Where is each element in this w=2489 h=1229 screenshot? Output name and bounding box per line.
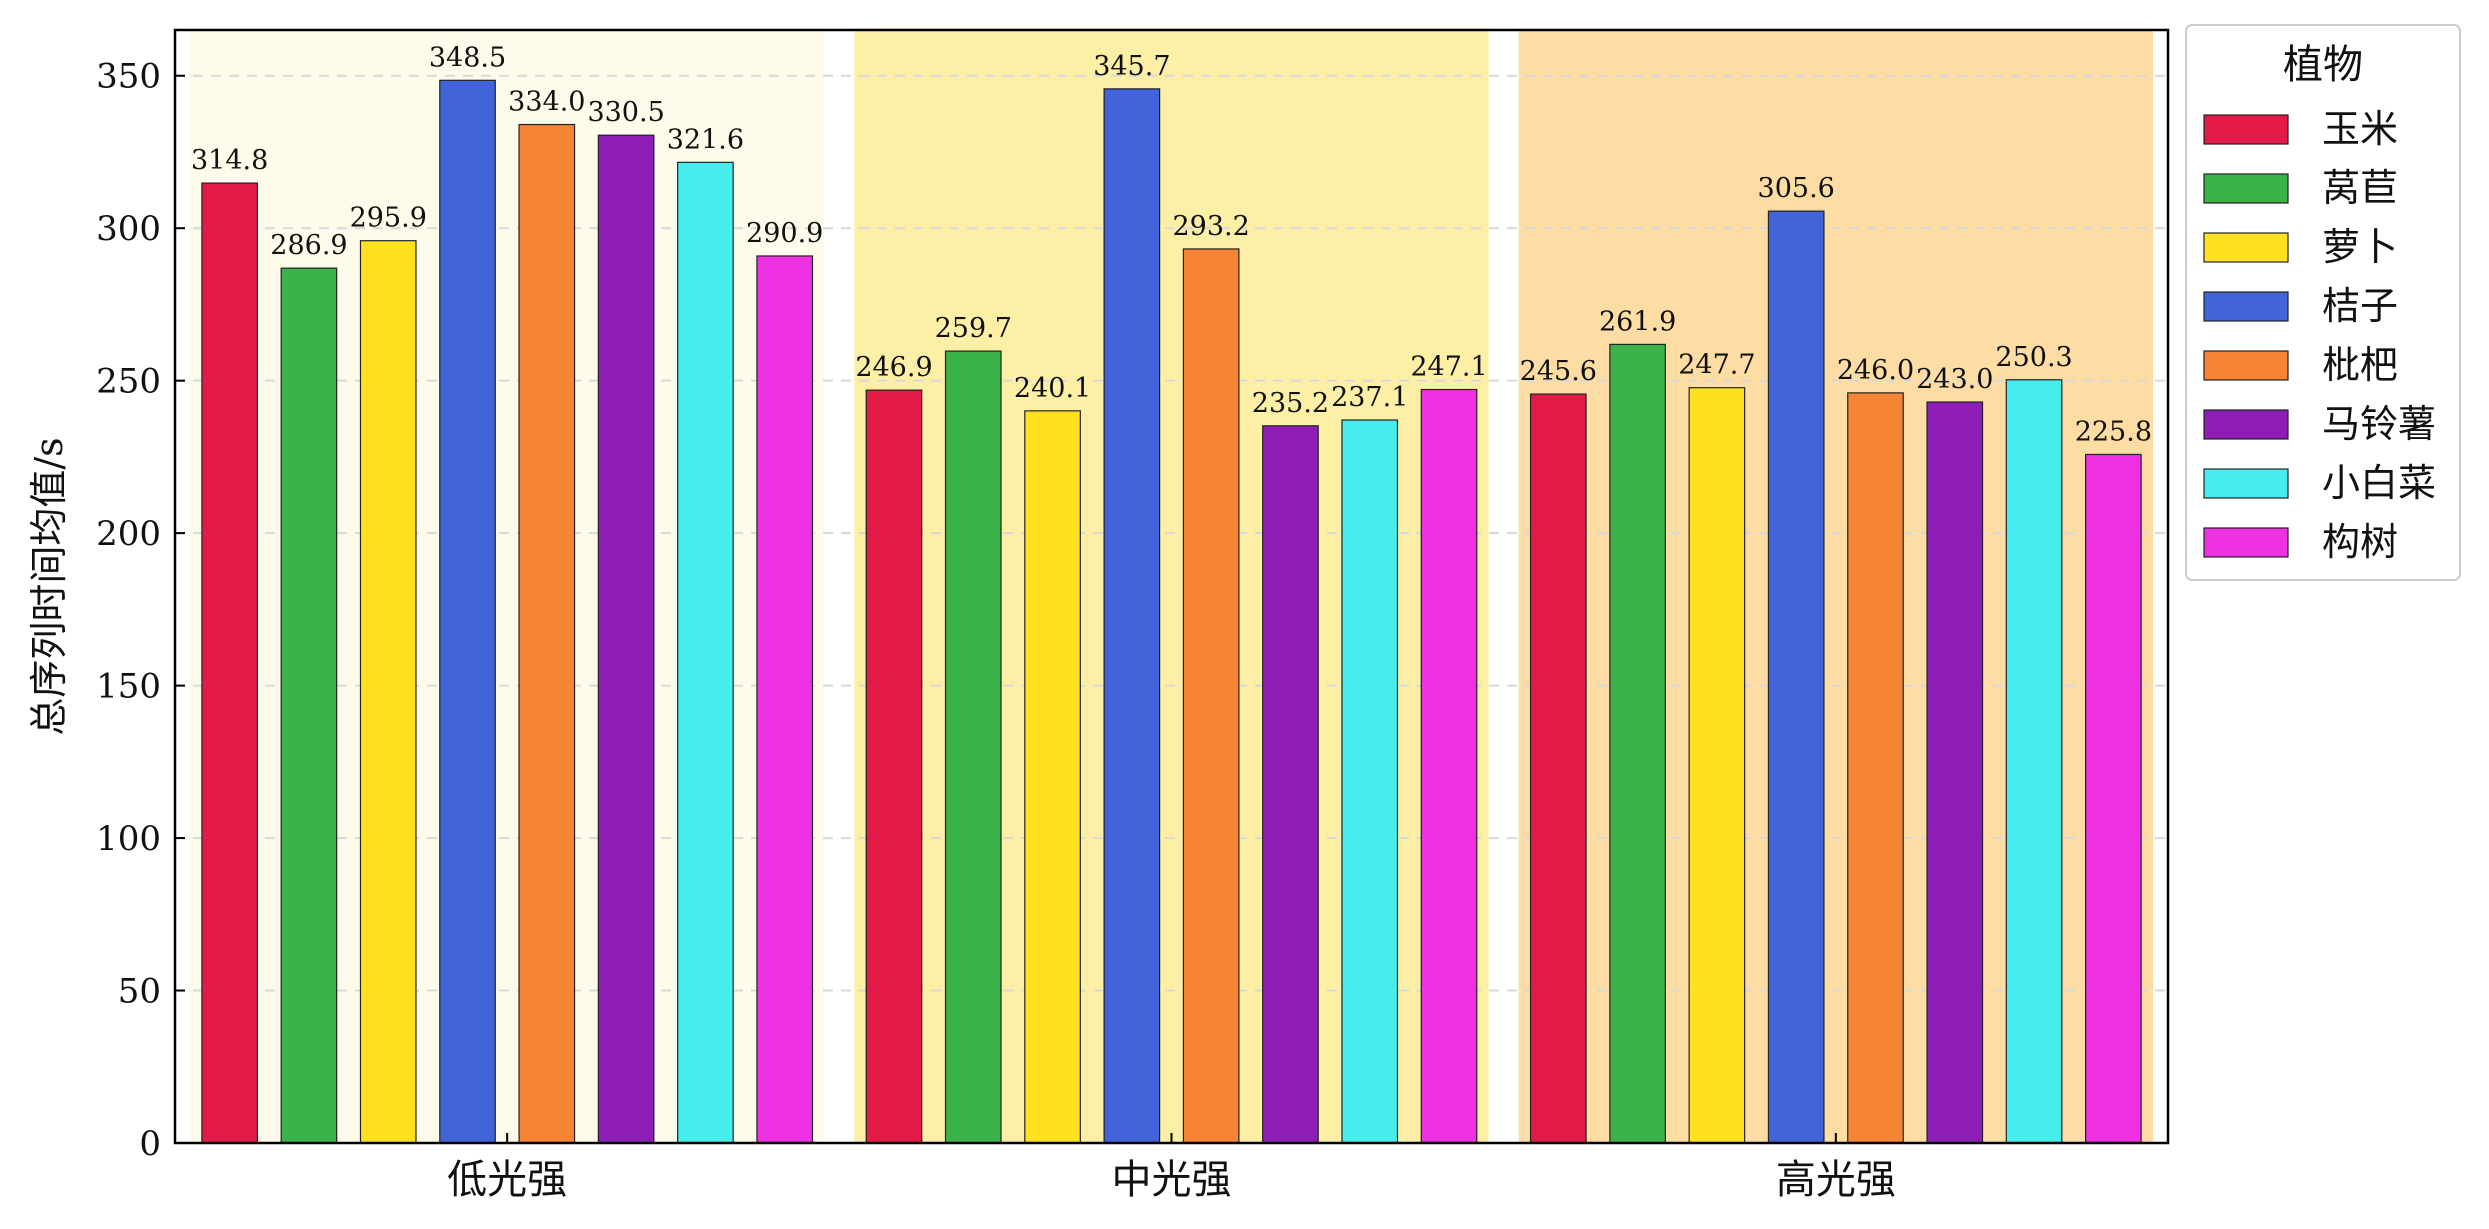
bar (1767, 210, 1825, 1144)
legend-label: 枇杷 (2322, 343, 2398, 387)
y-tick-label: 350 (96, 57, 161, 97)
bar (865, 389, 923, 1144)
y-tick-label: 0 (139, 1124, 161, 1164)
y-tick-label: 100 (96, 819, 161, 859)
gridlines (175, 74, 2168, 992)
data-label: 259.7 (935, 313, 1012, 344)
data-label: 240.1 (1014, 373, 1091, 404)
data-label: 246.0 (1837, 355, 1914, 386)
legend-label: 莴苣 (2322, 166, 2398, 210)
y-axis-label: 总序列时间均值/s (27, 437, 71, 735)
legend-swatch (2203, 350, 2289, 381)
bar (1688, 387, 1746, 1144)
data-label: 250.3 (1995, 342, 2072, 373)
bar (677, 161, 734, 1144)
data-label: 245.6 (1520, 356, 1597, 387)
legend-swatch (2203, 409, 2289, 440)
data-label: 321.6 (667, 124, 744, 155)
data-label: 243.0 (1916, 364, 1993, 395)
legend-swatch (2203, 232, 2289, 263)
bar (1529, 393, 1587, 1144)
data-label: 293.2 (1172, 211, 1249, 242)
data-label: 261.9 (1599, 306, 1676, 337)
legend-swatch (2203, 291, 2289, 322)
y-tick-label: 250 (96, 362, 161, 402)
data-label: 225.8 (2075, 416, 2152, 447)
bar (280, 267, 338, 1144)
data-label: 314.8 (191, 145, 268, 176)
data-label: 334.0 (508, 87, 585, 118)
legend-label: 萝卜 (2322, 225, 2398, 269)
bars (201, 79, 2142, 1144)
data-label: 330.5 (587, 97, 664, 128)
data-label: 290.9 (746, 218, 823, 249)
data-label: 247.7 (1678, 350, 1755, 381)
legend-label: 马铃薯 (2322, 402, 2436, 446)
bar (1341, 419, 1399, 1144)
legend-swatch (2203, 114, 2289, 145)
bar (201, 182, 258, 1144)
data-label: 345.7 (1093, 51, 1170, 82)
bar (597, 134, 655, 1144)
legend-label: 玉米 (2322, 107, 2398, 151)
y-tick-label: 300 (96, 209, 161, 249)
bar (1420, 388, 1478, 1144)
data-labels: 314.8 246.9 245.6 286.9 259.7 261.9 295.9 240.1… (191, 42, 2152, 447)
bar (1103, 88, 1161, 1144)
legend-swatch (2203, 527, 2289, 558)
legend-box (2185, 24, 2461, 581)
data-label: 348.5 (429, 42, 506, 73)
axes: 0 50 100 150 200 250 300 350 低光强 中光强 高光强 (96, 57, 1896, 1203)
x-tick-label: 高光强 (1776, 1157, 1896, 1203)
bar (439, 79, 496, 1144)
y-tick-label: 200 (96, 514, 161, 554)
data-label: 237.1 (1331, 382, 1408, 413)
legend-label: 构树 (2322, 520, 2398, 564)
bar (2085, 453, 2142, 1144)
bar (2005, 379, 2063, 1144)
legend-swatch (2203, 468, 2289, 499)
data-label: 247.1 (1410, 352, 1487, 383)
bar (1609, 343, 1666, 1144)
data-label: 235.2 (1252, 388, 1329, 419)
data-label: 305.6 (1758, 173, 1835, 204)
bar (1262, 425, 1319, 1144)
data-label: 246.9 (855, 352, 932, 383)
legend-swatch (2203, 173, 2289, 204)
bar (1182, 248, 1240, 1144)
bar (756, 255, 814, 1144)
legend-label: 桔子 (2322, 284, 2398, 328)
bar (944, 350, 1002, 1144)
bar (1847, 392, 1904, 1144)
legend-label: 小白菜 (2322, 461, 2436, 505)
y-tick-label: 150 (96, 667, 161, 707)
bar (1024, 410, 1081, 1144)
x-tick-label: 中光强 (1112, 1157, 1232, 1203)
data-label: 286.9 (270, 230, 347, 261)
x-tick-label: 低光强 (447, 1157, 567, 1203)
bar (518, 123, 576, 1144)
data-label: 295.9 (350, 203, 427, 234)
legend-title: 植物 (2283, 42, 2363, 88)
y-tick-label: 50 (118, 972, 161, 1012)
bar (359, 240, 417, 1144)
bar (1926, 401, 1984, 1144)
